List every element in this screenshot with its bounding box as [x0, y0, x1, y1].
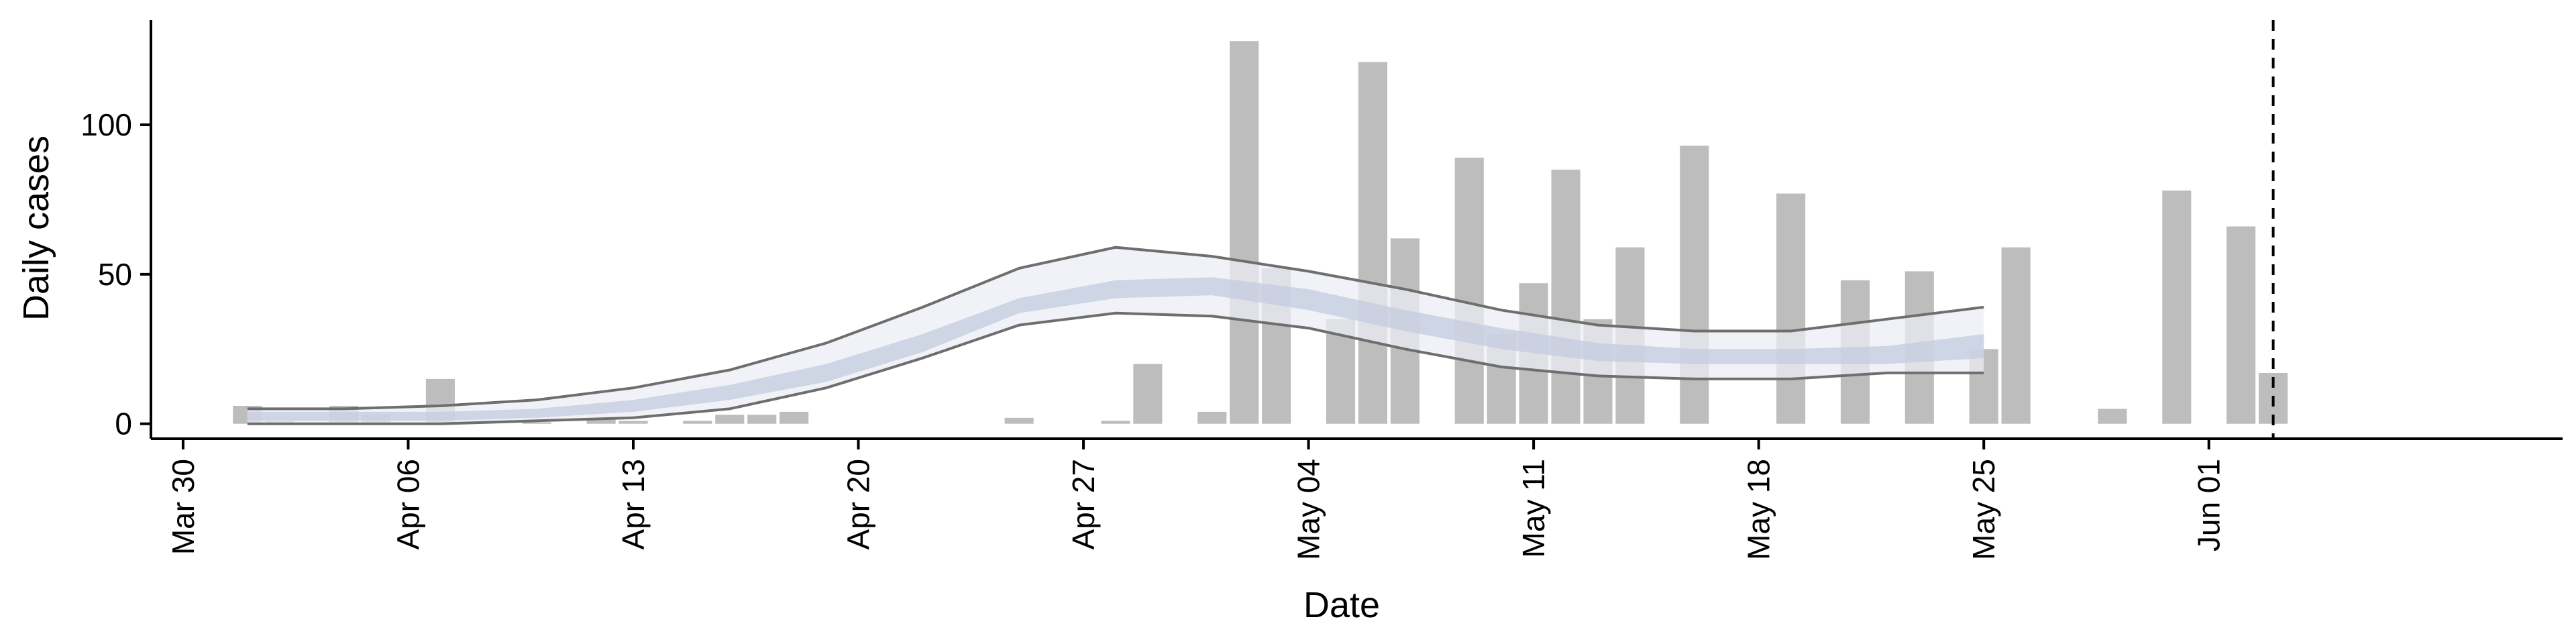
bar [747, 415, 777, 424]
bar [683, 421, 712, 424]
bars-layer [233, 41, 2288, 424]
bar [619, 421, 648, 424]
axes-layer [150, 20, 2563, 440]
bar [1197, 411, 1227, 424]
y-tick-label: 100 [80, 107, 132, 142]
bar [1004, 417, 1034, 424]
x-tick-label: May 11 [1516, 459, 1551, 557]
y-tick-label: 50 [98, 257, 132, 292]
bar [780, 411, 809, 424]
x-tick-label: Apr 20 [841, 459, 876, 550]
x-tick-label: May 04 [1291, 459, 1326, 560]
x-tick-label: Jun 01 [2192, 459, 2226, 551]
bar [1358, 62, 1388, 424]
x-tick-label: Apr 13 [616, 459, 651, 550]
lower-bound-line [247, 311, 1984, 425]
bar [1101, 421, 1130, 424]
bar [586, 417, 616, 424]
bar [1133, 364, 1163, 424]
bar [715, 415, 745, 424]
estimate-inner-band [247, 277, 1984, 421]
y-tick-label: 0 [115, 407, 132, 441]
y-axis-title: Daily cases [16, 136, 56, 321]
bar [1230, 41, 1259, 424]
x-tick-label: Apr 27 [1066, 459, 1101, 550]
estimate-band-layer [247, 246, 1984, 425]
bar [2162, 191, 2192, 424]
estimate-outer-band [247, 247, 1984, 424]
upper-bound-line [247, 246, 1984, 411]
ticks-layer: 0 50 100 Mar 30 Apr 06 Apr 13 Apr 20 Apr 27 May … [80, 107, 2226, 560]
bar [1680, 146, 1709, 424]
bar [1776, 193, 1806, 424]
bar [2001, 247, 2031, 424]
x-tick-label: Apr 06 [390, 459, 425, 550]
bar [1454, 158, 1484, 424]
bar [1551, 169, 1580, 424]
x-tick-label: May 18 [1741, 459, 1776, 560]
bar [522, 422, 551, 424]
bar [2226, 226, 2256, 424]
x-tick-label: May 25 [1966, 459, 2001, 560]
x-axis-title: Date [1303, 585, 1380, 625]
x-tick-label: Mar 30 [166, 459, 201, 555]
bar [2098, 409, 2127, 424]
